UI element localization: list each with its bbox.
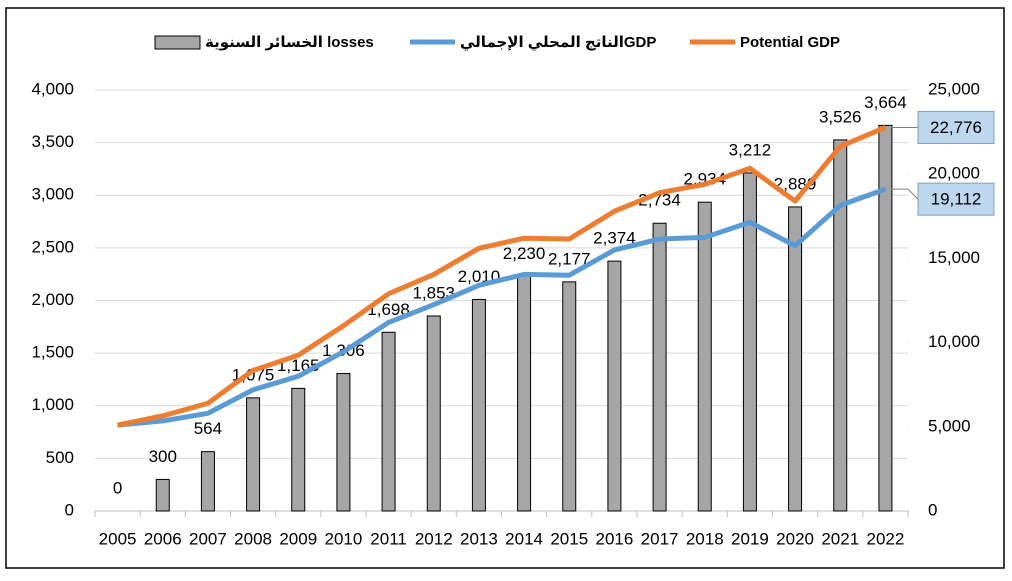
y-tick-label: 2,500 bbox=[31, 237, 74, 256]
x-tick-label: 2013 bbox=[460, 529, 498, 548]
bar bbox=[607, 260, 622, 512]
y-tick-label: 2,000 bbox=[31, 290, 74, 309]
bar bbox=[697, 201, 712, 512]
bar bbox=[246, 397, 261, 512]
chart-border bbox=[5, 7, 1005, 569]
bar-value-label: 3,212 bbox=[729, 140, 772, 159]
y-tick-label: 0 bbox=[65, 500, 74, 519]
y-tick-label: 500 bbox=[46, 448, 74, 467]
bar-value-label: 3,664 bbox=[864, 93, 907, 112]
x-tick-label: 2011 bbox=[370, 529, 407, 548]
bar-value-label: 1,698 bbox=[367, 300, 410, 319]
y-tick-label: 3,500 bbox=[31, 132, 74, 151]
legend-label: الخسائر السنوية losses bbox=[205, 34, 374, 51]
y2-tick-label: 5,000 bbox=[928, 416, 971, 435]
x-tick-label: 2010 bbox=[325, 529, 363, 548]
bar bbox=[652, 222, 667, 512]
y2-tick-label: 0 bbox=[928, 500, 937, 519]
bar bbox=[381, 331, 396, 512]
bar bbox=[471, 298, 486, 512]
y2-tick-label: 15,000 bbox=[928, 248, 980, 267]
x-tick-label: 2017 bbox=[641, 529, 679, 548]
x-tick-label: 2016 bbox=[596, 529, 634, 548]
y2-tick-label: 20,000 bbox=[928, 164, 980, 183]
bar bbox=[562, 281, 577, 512]
leader-line bbox=[891, 188, 919, 200]
bar bbox=[291, 387, 306, 512]
bar-value-label: 2,177 bbox=[548, 249, 591, 268]
y-tick-label: 1,500 bbox=[31, 343, 74, 362]
y-tick-label: 4,000 bbox=[31, 79, 74, 98]
x-tick-label: 2007 bbox=[189, 529, 227, 548]
x-tick-label: 2019 bbox=[731, 529, 769, 548]
y-tick-label: 1,000 bbox=[31, 395, 74, 414]
bar-value-label: 300 bbox=[149, 447, 177, 466]
bar-value-label: 3,526 bbox=[819, 107, 862, 126]
x-tick-label: 2008 bbox=[234, 529, 272, 548]
bar bbox=[788, 206, 803, 512]
legend-swatch bbox=[154, 35, 201, 50]
value-label-box bbox=[917, 110, 995, 144]
value-label-box bbox=[917, 182, 995, 216]
y-tick-label: 3,000 bbox=[31, 185, 74, 204]
x-tick-label: 2022 bbox=[867, 529, 905, 548]
x-tick-label: 2009 bbox=[279, 529, 317, 548]
line-value-label: 22,776 bbox=[930, 118, 982, 137]
x-tick-label: 2014 bbox=[505, 529, 543, 548]
x-tick-label: 2018 bbox=[686, 529, 724, 548]
bar-value-label: 564 bbox=[194, 419, 222, 438]
bar bbox=[336, 373, 351, 512]
y2-tick-label: 10,000 bbox=[928, 332, 980, 351]
bar-value-label: 2,374 bbox=[593, 229, 636, 248]
bar-value-label: 2,230 bbox=[503, 244, 546, 263]
legend-label: الناتج المحلي الإجماليGDP bbox=[460, 34, 656, 51]
x-tick-label: 2021 bbox=[821, 529, 859, 548]
line bbox=[117, 186, 887, 428]
bar bbox=[833, 139, 848, 512]
bar bbox=[426, 315, 441, 512]
bar-value-label: 0 bbox=[113, 478, 122, 497]
x-tick-label: 2005 bbox=[99, 529, 137, 548]
x-tick-label: 2015 bbox=[550, 529, 588, 548]
x-tick-label: 2012 bbox=[415, 529, 453, 548]
line-value-label: 19,112 bbox=[931, 190, 982, 209]
x-tick-label: 2020 bbox=[776, 529, 814, 548]
bar bbox=[742, 172, 757, 512]
bar bbox=[878, 124, 893, 512]
bar bbox=[200, 451, 215, 512]
y2-tick-label: 25,000 bbox=[928, 79, 980, 98]
legend-label: Potential GDP bbox=[740, 34, 840, 51]
bar bbox=[517, 275, 532, 512]
bar bbox=[155, 478, 170, 512]
x-tick-label: 2006 bbox=[144, 529, 182, 548]
line bbox=[117, 125, 887, 428]
